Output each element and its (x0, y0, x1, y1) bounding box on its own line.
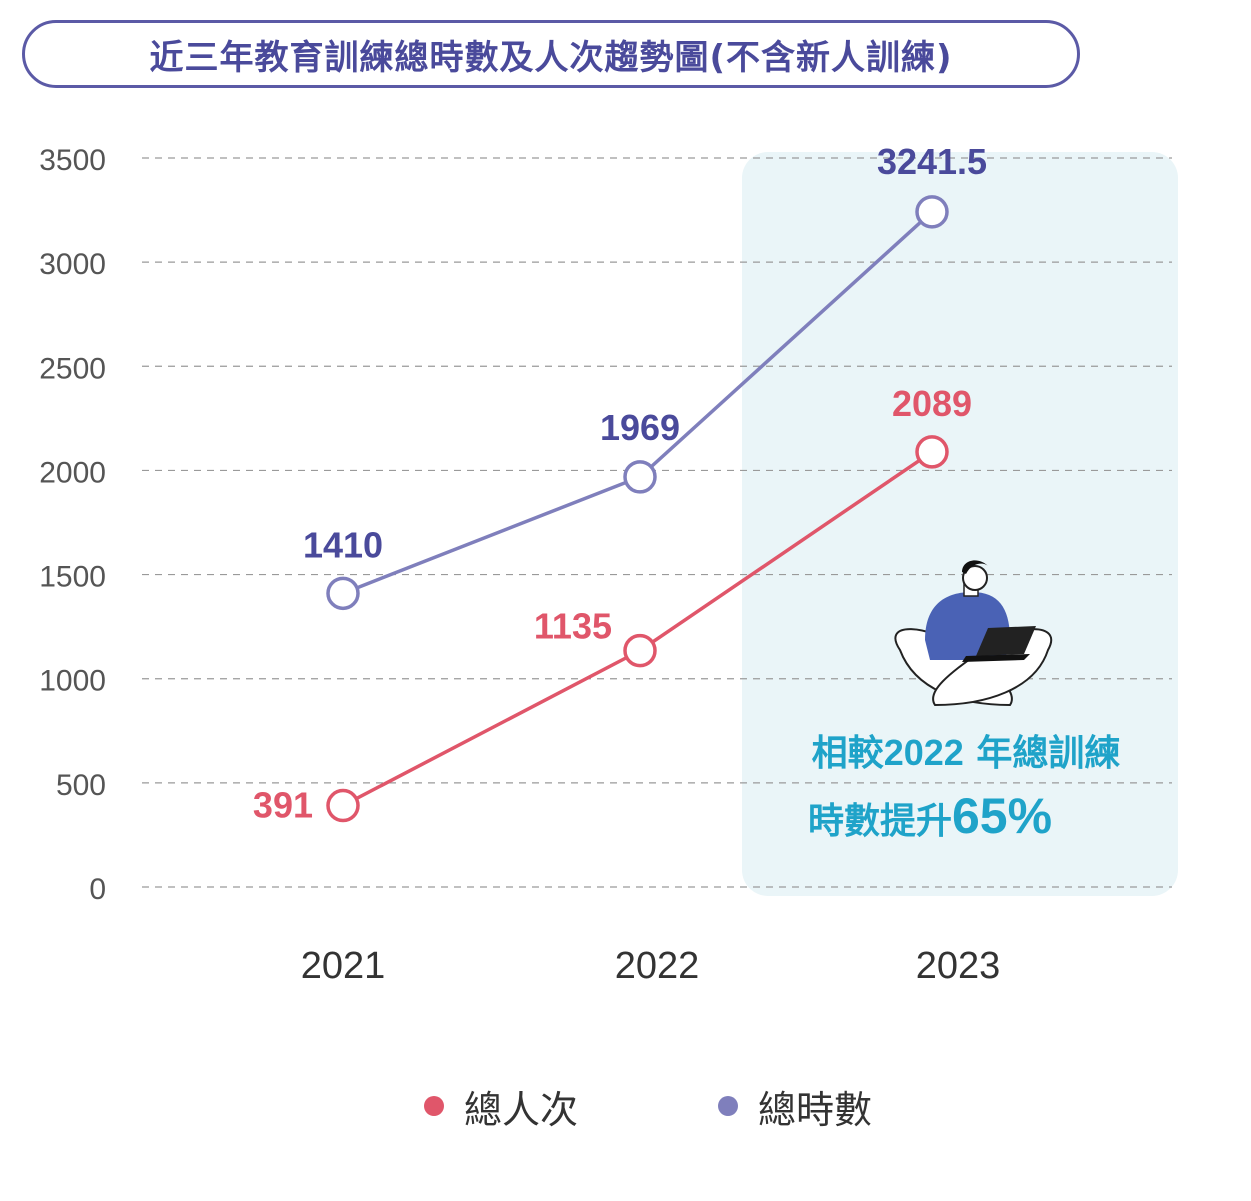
data-point (326, 788, 360, 823)
y-tick-label: 3000 (39, 248, 106, 281)
data-point (326, 576, 360, 611)
data-label: 1410 (303, 524, 383, 565)
legend-item-people: 總人次 (424, 1080, 578, 1132)
hair (962, 560, 988, 574)
legend-dot-hours (718, 1096, 738, 1116)
y-axis-ticks: 0 500 1000 1500 2000 2500 3000 3500 (39, 144, 106, 906)
data-point (915, 435, 949, 469)
y-tick-label: 0 (89, 873, 106, 906)
data-label: 2089 (892, 383, 972, 424)
x-tick-label: 2022 (615, 945, 700, 987)
y-tick-label: 1500 (39, 561, 106, 594)
y-tick-label: 2000 (39, 456, 106, 489)
legend-label-hours: 總時數 (758, 1087, 873, 1132)
data-label: 391 (253, 785, 313, 826)
y-tick-label: 3500 (39, 144, 106, 177)
head (962, 565, 988, 591)
y-tick-label: 2500 (39, 352, 106, 385)
data-point (915, 195, 949, 229)
y-tick-label: 500 (56, 769, 106, 802)
x-tick-label: 2021 (301, 945, 386, 987)
laptop-screen (976, 626, 1036, 656)
person-with-laptop-icon (894, 560, 1052, 707)
y-tick-label: 1000 (39, 665, 106, 698)
callout-line-1: 相較2022 年總訓練 (812, 732, 1121, 774)
data-label: 3241.5 (877, 141, 987, 182)
highlight-region-2023 (742, 152, 1178, 896)
legend-label-people: 總人次 (464, 1087, 579, 1132)
legend-dot-people (424, 1096, 444, 1116)
callout-line-2: 時數提升65% (808, 788, 1052, 844)
data-point (623, 460, 657, 494)
legend-item-hours: 總時數 (718, 1080, 872, 1132)
data-label: 1135 (534, 606, 612, 647)
series-lines: 391 1135 2089 1410 1969 3241.5 (253, 141, 987, 826)
chart-title-pill: 近三年教育訓練總時數及人次趨勢圖(不含新人訓練) (22, 20, 1080, 88)
data-label: 1969 (600, 407, 680, 448)
chart-title: 近三年教育訓練總時數及人次趨勢圖(不含新人訓練) (149, 37, 953, 78)
x-axis-ticks: 2021 2022 2023 (301, 945, 1001, 987)
data-point (623, 633, 657, 668)
laptop-base (962, 654, 1030, 662)
x-tick-label: 2023 (916, 945, 1001, 987)
